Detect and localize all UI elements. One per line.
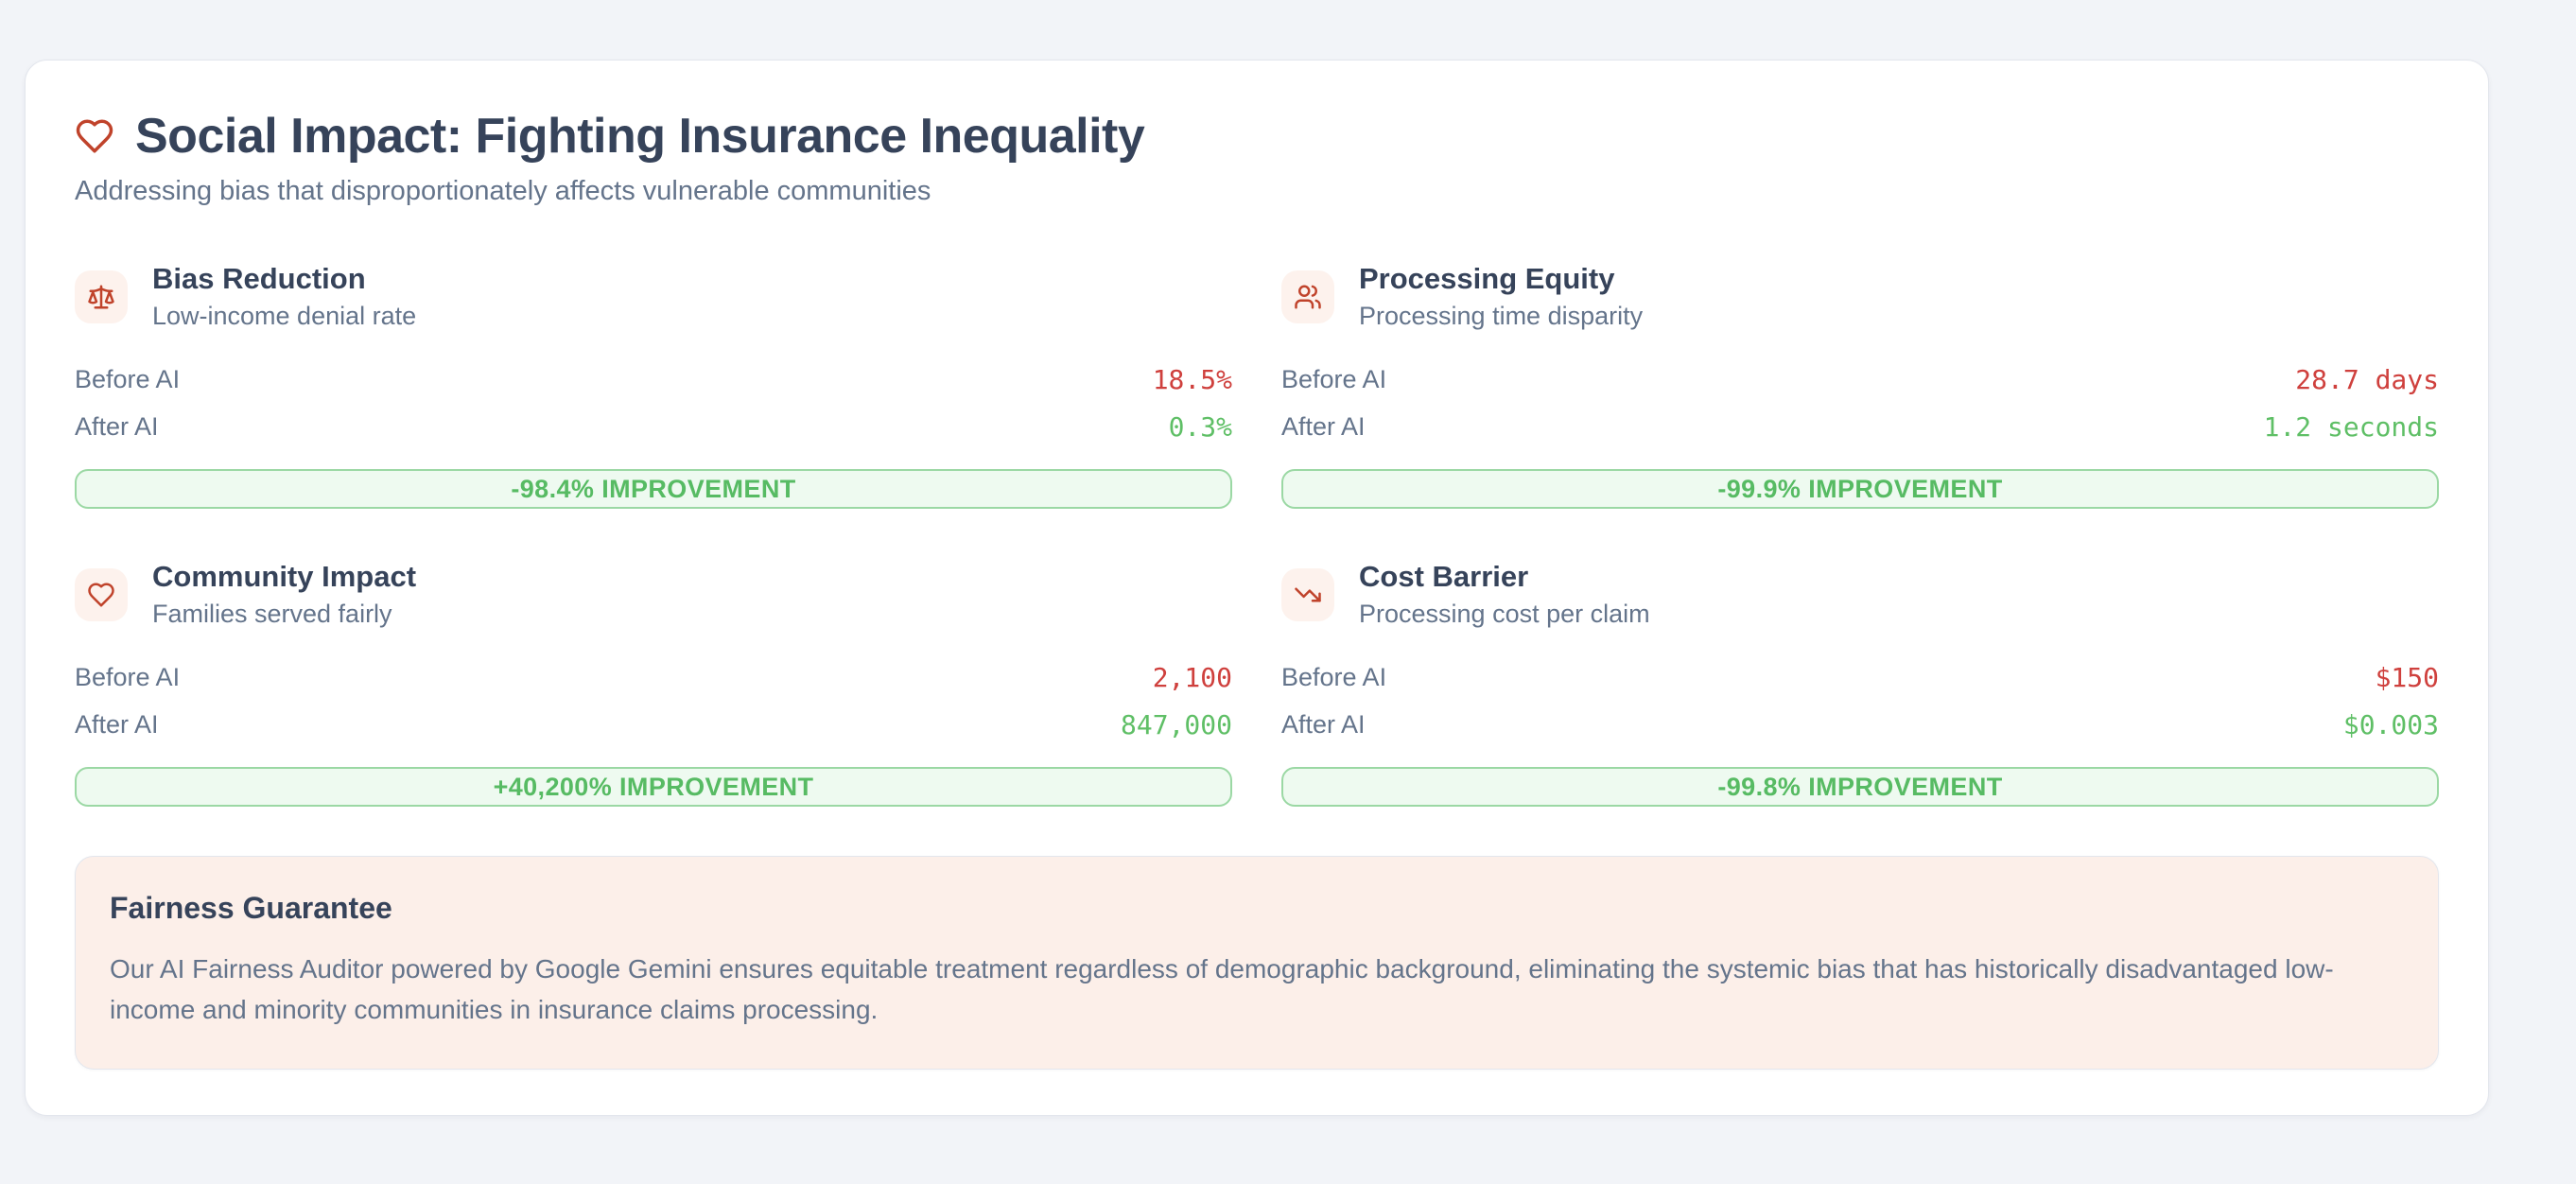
improvement-badge: +40,200% IMPROVEMENT	[75, 767, 1232, 807]
before-ai-row: Before AI $150	[1281, 661, 2439, 693]
before-ai-label: Before AI	[75, 662, 181, 691]
trending-down-icon	[1281, 567, 1334, 621]
metric-subtitle: Low-income denial rate	[152, 302, 417, 330]
after-ai-row: After AI 847,000	[75, 708, 1232, 740]
before-ai-value: 2,100	[1152, 661, 1232, 693]
heart-icon	[76, 119, 113, 153]
before-ai-value: 28.7 days	[2295, 363, 2439, 395]
metric-subtitle: Processing time disparity	[1359, 302, 1644, 330]
after-ai-label: After AI	[75, 411, 159, 441]
page-subtitle: Addressing bias that disproportionately …	[75, 176, 931, 206]
metric-subtitle: Families served fairly	[152, 600, 392, 628]
metric-title: Processing Equity	[1359, 262, 1615, 295]
metric-title: Cost Barrier	[1359, 560, 1529, 593]
metric-title: Community Impact	[152, 560, 417, 593]
before-ai-value: $150	[2375, 661, 2439, 693]
metric-card-cost-barrier: Cost Barrier Processing cost per claim B…	[1281, 560, 2439, 807]
users-icon	[1281, 270, 1334, 323]
after-ai-value: 1.2 seconds	[2263, 410, 2439, 443]
scale-icon	[75, 270, 128, 323]
before-ai-row: Before AI 28.7 days	[1281, 363, 2439, 395]
before-ai-row: Before AI 2,100	[75, 661, 1232, 693]
metric-card-processing-equity: Processing Equity Processing time dispar…	[1281, 262, 2439, 509]
fairness-title: Fairness Guarantee	[110, 891, 392, 925]
metrics-grid: Bias Reduction Low-income denial rate Be…	[75, 262, 2439, 807]
improvement-badge: -98.4% IMPROVEMENT	[75, 469, 1232, 509]
after-ai-row: After AI 0.3%	[75, 410, 1232, 443]
after-ai-value: $0.003	[2342, 708, 2439, 740]
metric-card-community-impact: Community Impact Families served fairly …	[75, 560, 1232, 807]
improvement-badge: -99.9% IMPROVEMENT	[1281, 469, 2439, 509]
metric-subtitle: Processing cost per claim	[1359, 600, 1650, 628]
after-ai-label: After AI	[1281, 411, 1366, 441]
heart-icon	[75, 567, 128, 621]
after-ai-label: After AI	[75, 709, 159, 739]
fairness-guarantee-card: Fairness Guarantee Our AI Fairness Audit…	[75, 856, 2439, 1070]
after-ai-value: 847,000	[1120, 708, 1232, 740]
after-ai-row: After AI $0.003	[1281, 708, 2439, 740]
social-impact-panel: Social Impact: Fighting Insurance Inequa…	[25, 60, 2489, 1116]
metric-card-bias-reduction: Bias Reduction Low-income denial rate Be…	[75, 262, 1232, 509]
metric-title: Bias Reduction	[152, 262, 366, 295]
panel-header: Social Impact: Fighting Insurance Inequa…	[75, 108, 2439, 207]
before-ai-value: 18.5%	[1152, 363, 1232, 395]
after-ai-value: 0.3%	[1168, 410, 1232, 443]
before-ai-row: Before AI 18.5%	[75, 363, 1232, 395]
improvement-badge: -99.8% IMPROVEMENT	[1281, 767, 2439, 807]
after-ai-label: After AI	[1281, 709, 1366, 739]
fairness-body: Our AI Fairness Auditor powered by Googl…	[110, 954, 2334, 1025]
page-title: Social Impact: Fighting Insurance Inequa…	[135, 109, 1145, 164]
before-ai-label: Before AI	[75, 364, 181, 393]
before-ai-label: Before AI	[1281, 662, 1387, 691]
after-ai-row: After AI 1.2 seconds	[1281, 410, 2439, 443]
before-ai-label: Before AI	[1281, 364, 1387, 393]
